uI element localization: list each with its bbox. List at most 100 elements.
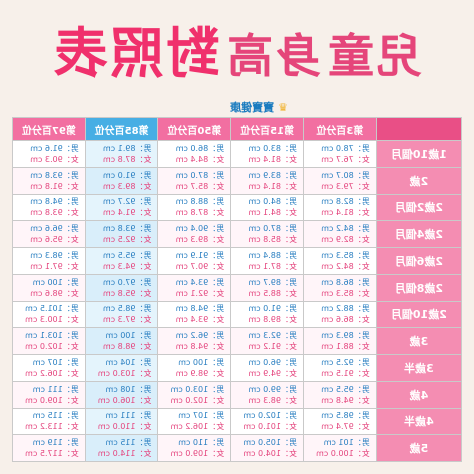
- table-row: 3歲半 男：92.5 cm 女：91.5 cm 男：96.0 cm 女：94.9 cm 男…: [12, 354, 462, 382]
- boy-height: 男：88.8 cm: [175, 197, 225, 207]
- height-cell: 男：93.8 cm 女：91.8 cm: [12, 167, 86, 194]
- badge-label: 寶寶健康: [230, 101, 275, 114]
- girl-height: 女：81.4 cm: [248, 154, 297, 164]
- girl-height: 女：98.3 cm: [248, 395, 297, 405]
- boy-height: 男：84.2 cm: [321, 224, 370, 234]
- title-part-3: 對照表: [51, 21, 220, 85]
- girl-height: 女：106.0 cm: [97, 395, 152, 405]
- boy-height: 男：92.5 cm: [321, 357, 370, 367]
- header-age: [376, 117, 462, 141]
- table-row: 2歲10個月 男：88.2 cm 女：86.6 cm 男：91.0 cm 女：89.8 …: [12, 301, 462, 328]
- boy-height: 男：98.5 cm: [321, 411, 370, 421]
- boy-height: 男：94.8 cm: [30, 197, 79, 207]
- girl-height: 女：84.2 cm: [321, 261, 370, 271]
- girl-height: 女：100.3 cm: [25, 315, 79, 325]
- girl-height: 女：95.6 cm: [30, 235, 79, 245]
- girl-height: 女：91.5 cm: [321, 368, 370, 378]
- boy-height: 男：89.7 cm: [248, 277, 297, 287]
- height-cell: 男：103.0 cm 女：102.0 cm: [158, 381, 231, 408]
- height-cell: 男：91.6 cm 女：90.3 cm: [12, 140, 86, 168]
- girl-height: 女：110.0 cm: [97, 422, 152, 432]
- girl-height: 女：93.8 cm: [30, 208, 79, 218]
- height-cell: 男：87.0 cm 女：85.8 cm: [230, 220, 304, 248]
- table-row: 1歲10個月 男：78.0 cm 女：76.7 cm 男：83.0 cm 女：81.4 …: [12, 140, 462, 168]
- header-p85: 第85百分位: [85, 117, 158, 141]
- height-cell: 男：93.8 cm 女：92.5 cm: [85, 220, 158, 248]
- height-cell: 男：89.7 cm 女：88.5 cm: [230, 274, 304, 301]
- height-cell: 男：111 cm 女：110.0 cm: [85, 408, 158, 435]
- table-row: 3歲 男：89.3 cm 女：88.1 cm 男：92.3 cm 女：91.2 cm 男：…: [12, 327, 462, 355]
- boy-height: 男：87.0 cm: [175, 170, 225, 180]
- boy-height: 男：100 cm: [178, 357, 225, 367]
- height-cell: 男：83.0 cm 女：81.4 cm: [230, 140, 304, 168]
- boy-height: 男：99.0 cm: [248, 384, 297, 394]
- height-cell: 男：95.5 cm 女：94.8 cm: [303, 381, 377, 408]
- boy-height: 男：85.3 cm: [321, 250, 370, 260]
- boy-height: 男：100 cm: [105, 331, 152, 341]
- height-cell: 男：92.7 cm 女：91.4 cm: [85, 194, 158, 221]
- boy-height: 男：96.0 cm: [248, 357, 297, 367]
- height-cell: 男：99.0 cm 女：98.3 cm: [230, 381, 304, 408]
- girl-height: 女：117.5 cm: [25, 449, 79, 459]
- height-cell: 男：92.5 cm 女：91.5 cm: [303, 354, 377, 382]
- title-part-2: 身高: [225, 29, 321, 83]
- table-row: 2歲4個月 男：84.2 cm 女：82.9 cm 男：87.0 cm 女：85.8 c…: [12, 220, 462, 248]
- girl-height: 女：97.4 cm: [321, 422, 370, 432]
- boy-height: 男：98.3 cm: [30, 250, 79, 260]
- boy-height: 男：115 cm: [32, 411, 79, 421]
- girl-height: 女：97.1 cm: [30, 261, 79, 271]
- height-cell: 男：98.5 cm 女：97.3 cm: [85, 301, 158, 328]
- height-cell: 男：88.2 cm 女：86.6 cm: [303, 301, 377, 328]
- height-cell: 男：92.3 cm 女：91.2 cm: [230, 327, 304, 355]
- boy-height: 男：103.1 cm: [25, 331, 79, 341]
- girl-height: 女：91.8 cm: [30, 181, 79, 191]
- boy-height: 男：91.0 cm: [248, 304, 297, 314]
- girl-height: 女：88.1 cm: [321, 342, 370, 352]
- boy-height: 男：80.7 cm: [321, 170, 370, 180]
- header-p97: 第97百分位: [12, 117, 86, 141]
- boy-height: 男：96.6 cm: [30, 224, 79, 234]
- boy-height: 男：97.0 cm: [102, 277, 152, 287]
- girl-height: 女：89.3 cm: [102, 181, 152, 191]
- table-row: 4歲半 男：98.5 cm 女：97.4 cm 男：102.0 cm 女：101.0 c…: [12, 408, 462, 435]
- age-cell: 4歲半: [376, 408, 462, 435]
- height-cell: 男：104 cm 女：103.0 cm: [85, 354, 158, 382]
- girl-height: 女：87.8 cm: [102, 154, 152, 164]
- height-cell: 男：84.2 cm 女：82.9 cm: [303, 220, 377, 248]
- height-cell: 男：87.0 cm 女：85.7 cm: [158, 167, 231, 194]
- title-part-1: 兒童: [326, 29, 423, 83]
- boy-height: 男：93.8 cm: [30, 170, 79, 180]
- girl-height: 女：84.4 cm: [175, 154, 225, 164]
- height-cell: 男：96.0 cm 女：94.9 cm: [230, 354, 304, 382]
- girl-height: 女：89.8 cm: [248, 315, 297, 325]
- height-cell: 男：96.6 cm 女：95.6 cm: [12, 220, 86, 248]
- height-cell: 男：97.0 cm 女：95.8 cm: [85, 274, 158, 301]
- height-cell: 男：96.2 cm 女：94.8 cm: [158, 327, 231, 355]
- girl-height: 女：87.8 cm: [175, 208, 225, 218]
- age-cell: 1歲10個月: [376, 140, 462, 168]
- boy-height: 男：86.0 cm: [175, 143, 225, 153]
- page-title: 兒童 身高 對照表: [0, 18, 474, 88]
- height-cell: 男：102.0 cm 女：101.0 cm: [230, 408, 304, 435]
- header-p3: 第3百分位: [303, 117, 377, 141]
- height-cell: 男：80.7 cm 女：79.3 cm: [303, 167, 377, 194]
- girl-height: 女：95.8 cm: [102, 288, 152, 298]
- height-cell: 男：91.0 cm 女：89.8 cm: [230, 301, 304, 328]
- height-cell: 男：105.0 cm 女：104.0 cm: [230, 434, 304, 462]
- height-cell: 男：88.4 cm 女：87.1 cm: [230, 247, 304, 275]
- height-cell: 男：95.5 cm 女：94.3 cm: [85, 247, 158, 275]
- height-cell: 男：91.0 cm 女：89.3 cm: [85, 167, 158, 194]
- boy-height: 男：89.1 cm: [102, 143, 152, 153]
- boy-height: 男：119 cm: [32, 438, 79, 448]
- table-row: 2歲8個月 男：86.8 cm 女：85.3 cm 男：89.7 cm 女：88.5 c…: [12, 274, 462, 301]
- girl-height: 女：91.2 cm: [248, 342, 297, 352]
- table-row: 4歲 男：95.5 cm 女：94.8 cm 男：99.0 cm 女：98.3 cm 男：…: [12, 381, 462, 408]
- girl-height: 女：91.4 cm: [102, 208, 152, 218]
- boy-height: 男：96.2 cm: [175, 331, 225, 341]
- girl-height: 女：113.2 cm: [25, 422, 79, 432]
- boy-height: 男：102.0 cm: [243, 411, 297, 421]
- height-table-wrapper: 第3百分位 第15百分位 第50百分位 第85百分位 第97百分位 1歲10個月…: [12, 117, 462, 462]
- boy-height: 男：111 cm: [105, 411, 152, 421]
- boy-height: 男：91.9 cm: [175, 250, 225, 260]
